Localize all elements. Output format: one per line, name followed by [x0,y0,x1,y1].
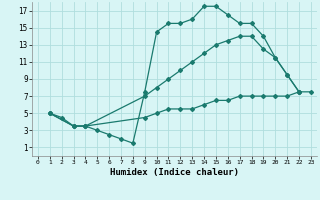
X-axis label: Humidex (Indice chaleur): Humidex (Indice chaleur) [110,168,239,177]
